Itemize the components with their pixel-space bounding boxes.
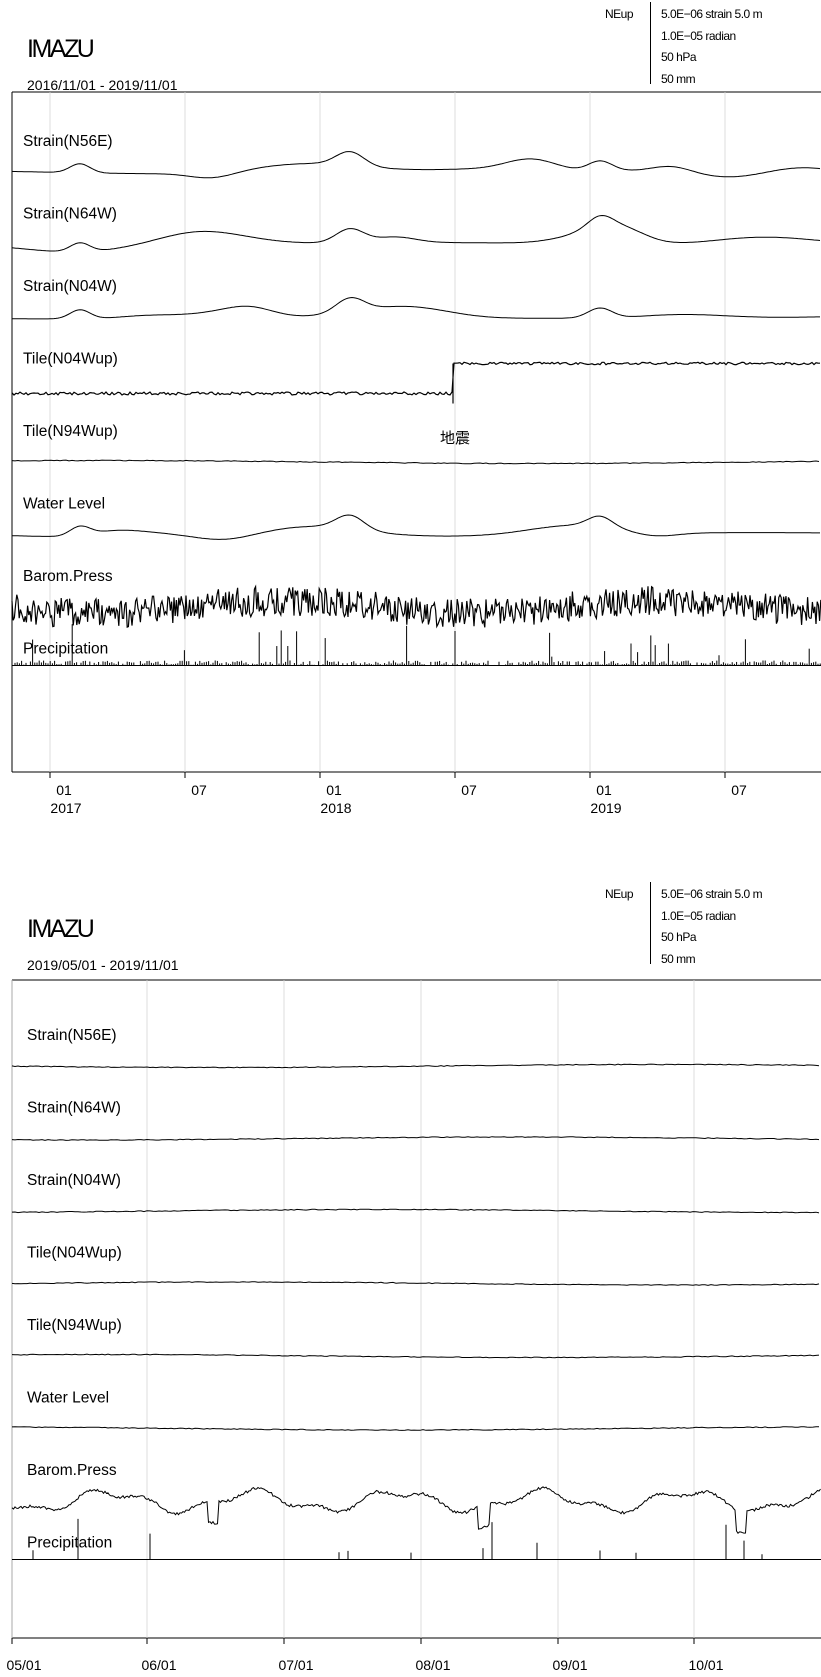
series-label: Strain(N56E) (23, 133, 113, 150)
series-label: Water Level (27, 1390, 109, 1407)
series-label: Tile(N94Wup) (23, 423, 118, 440)
x-tick-label: 10/01 (688, 1657, 723, 1673)
series-tile-n94wup: Tile(N94Wup) (11, 423, 820, 465)
series-water-level: Water Level (11, 1390, 820, 1431)
series-tile-n94wup: Tile(N94Wup) (11, 1317, 820, 1359)
series-label: Strain(N56E) (27, 1027, 117, 1044)
series-line (11, 1486, 821, 1534)
chart-panel-6mo: IMAZU 2019/05/01 - 2019/11/01 NEup 5.0E−… (0, 880, 821, 1677)
station-name: IMAZU (27, 915, 95, 943)
series-barom-press: Barom.Press (11, 1462, 821, 1534)
series-label: Barom.Press (23, 568, 113, 585)
series-line (12, 514, 820, 540)
legend-strain-scale: 5.0E−06 strain 5.0 m (661, 887, 763, 901)
series-line (11, 1426, 820, 1431)
x-tick-label: 06/01 (141, 1657, 176, 1673)
x-tick-label: 09/01 (552, 1657, 587, 1673)
series-label: Tile(N04Wup) (27, 1245, 122, 1262)
series-line (11, 459, 820, 465)
series-strain-n64w: Strain(N64W) (11, 206, 821, 252)
series-line (11, 151, 821, 179)
date-range: 2016/11/01 - 2019/11/01 (27, 77, 178, 93)
series-line (11, 1063, 820, 1069)
x-tick-year: 2018 (320, 800, 351, 816)
x-tick-label: 07 (191, 782, 207, 798)
legend-pressure-scale: 50 hPa (661, 930, 697, 944)
series-strain-n04w: Strain(N04W) (11, 1172, 820, 1214)
x-tick-label: 01 (326, 782, 342, 798)
series-label: Strain(N04W) (27, 1172, 121, 1189)
x-tick-label: 01 (56, 782, 72, 798)
chart-plot-3yr: 01 2017 07 01 2018 07 01 2019 07 Strain(N56E) Stra… (11, 91, 821, 816)
series-label: Barom.Press (27, 1462, 117, 1479)
series-label: Precipitation (27, 1535, 112, 1552)
x-tick-label: 05/01 (6, 1657, 41, 1673)
legend-tilt-scale: 1.0E−05 radian (661, 28, 736, 43)
series-strain-n64w: Strain(N64W) (11, 1100, 820, 1141)
station-name: IMAZU (27, 35, 95, 63)
x-tick-label: 07/01 (278, 1657, 313, 1673)
x-tick-year: 2019 (590, 800, 621, 816)
series-line (11, 1281, 820, 1286)
series-label: Strain(N64W) (23, 206, 117, 223)
date-range: 2019/05/01 - 2019/11/01 (27, 957, 179, 973)
legend-components: NEup (605, 887, 634, 901)
series-label: Strain(N04W) (23, 278, 117, 295)
series-barom-press: Barom.Press (11, 568, 821, 629)
series-label: Strain(N64W) (27, 1100, 121, 1117)
plot-frame (11, 91, 821, 773)
legend-precip-scale: 50 mm (661, 71, 696, 86)
x-tick-label: 01 (596, 782, 612, 798)
series-label: Water Level (23, 496, 105, 513)
series-label: Tile(N94Wup) (27, 1317, 122, 1334)
series-water-level: Water Level (12, 496, 820, 540)
series-line (11, 361, 821, 404)
series-line (11, 214, 821, 252)
legend-pressure-scale: 50 hPa (661, 50, 697, 64)
grid-lines (11, 980, 695, 1644)
legend-tilt-scale: 1.0E−05 radian (661, 908, 736, 923)
series-line (11, 1208, 820, 1214)
series-tile-n04wup: Tile(N04Wup) (11, 351, 821, 404)
plot-frame (11, 979, 821, 1639)
x-tick-label: 07 (731, 782, 747, 798)
series-precipitation: Precipitation (12, 624, 821, 666)
event-annotation: 地震 (440, 429, 470, 447)
grid-lines (49, 92, 726, 778)
series-strain-n56e: Strain(N56E) (11, 133, 821, 179)
series-tile-n04wup: Tile(N04Wup) (11, 1245, 820, 1286)
series-line (11, 1136, 820, 1141)
series-label: Precipitation (23, 641, 108, 658)
chart-panel-3yr: IMAZU 2016/11/01 - 2019/11/01 NEup 5.0E−… (0, 0, 821, 820)
legend-divider (650, 882, 651, 964)
legend-precip-scale: 50 mm (661, 951, 696, 966)
series-line (11, 1353, 820, 1359)
series-line (11, 584, 821, 629)
x-tick-label: 07 (461, 782, 477, 798)
legend-divider (650, 2, 651, 84)
legend-components: NEup (605, 7, 634, 21)
series-line (11, 296, 820, 320)
x-tick-label: 08/01 (415, 1657, 450, 1673)
series-strain-n04w: Strain(N04W) (11, 278, 820, 320)
legend-strain-scale: 5.0E−06 strain 5.0 m (661, 7, 763, 21)
chart-plot-6mo: 05/01 06/01 07/01 08/01 09/01 10/01 Strain(N56… (6, 979, 821, 1673)
x-tick-year: 2017 (50, 800, 81, 816)
series-label: Tile(N04Wup) (23, 351, 118, 368)
series-precipitation: Precipitation (12, 1518, 821, 1560)
series-strain-n56e: Strain(N56E) (11, 1027, 820, 1069)
